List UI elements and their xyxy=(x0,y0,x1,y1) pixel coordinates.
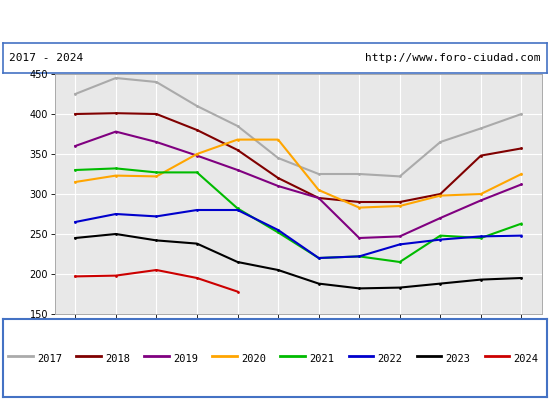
Text: http://www.foro-ciudad.com: http://www.foro-ciudad.com xyxy=(365,53,541,63)
Text: 2018: 2018 xyxy=(105,354,130,364)
Text: 2020: 2020 xyxy=(241,354,266,364)
Text: 2021: 2021 xyxy=(309,354,334,364)
Text: 2023: 2023 xyxy=(446,354,470,364)
Text: 2017: 2017 xyxy=(37,354,62,364)
Text: 2022: 2022 xyxy=(377,354,403,364)
Text: Evolucion del paro registrado en Meis: Evolucion del paro registrado en Meis xyxy=(106,14,444,28)
Text: 2019: 2019 xyxy=(173,354,198,364)
Text: 2024: 2024 xyxy=(514,354,538,364)
Text: 2017 - 2024: 2017 - 2024 xyxy=(9,53,84,63)
